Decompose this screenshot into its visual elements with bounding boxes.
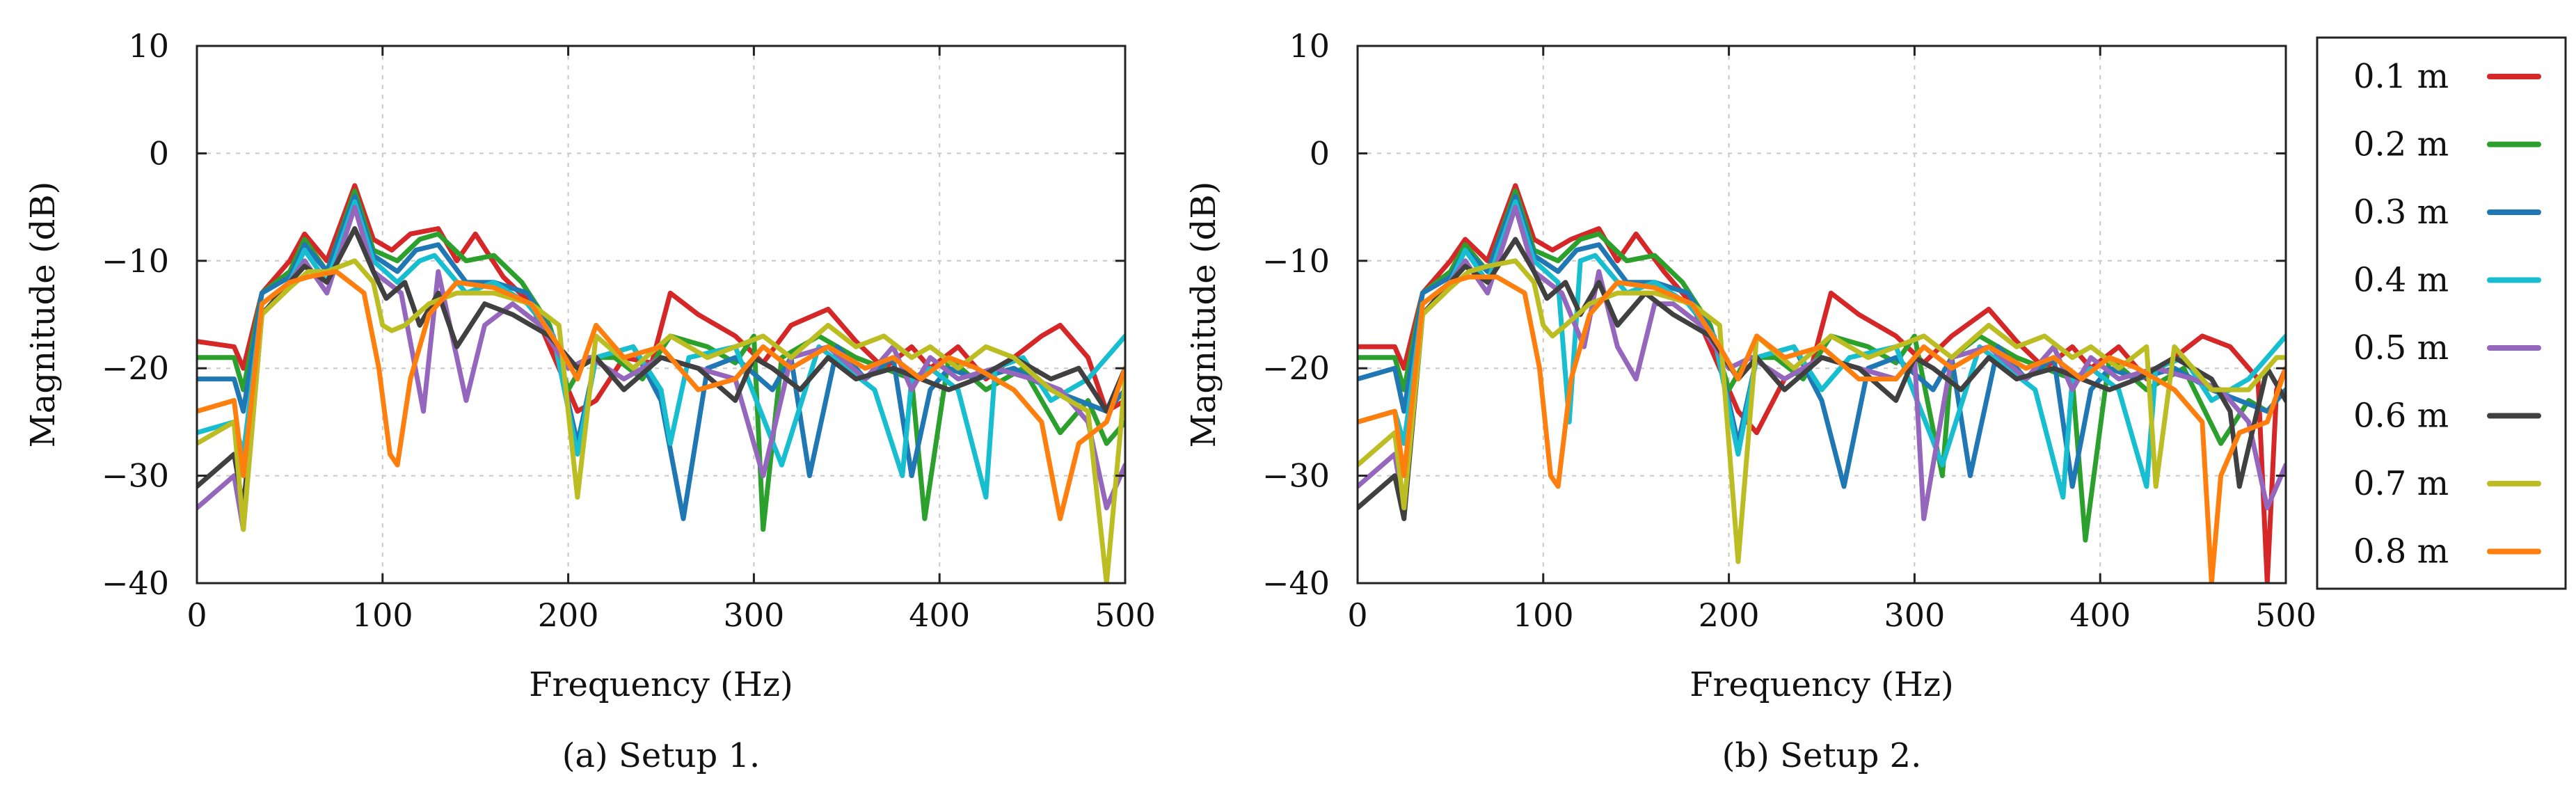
y-tick-label: −20: [1262, 349, 1330, 387]
legend-box: [2316, 36, 2567, 590]
x-tick-label: 0: [186, 596, 207, 634]
y-tick-label: −40: [102, 564, 169, 602]
x-tick-label: 300: [1884, 596, 1945, 634]
y-tick-label: −40: [1262, 564, 1330, 602]
legend-label: 0.1 m: [2353, 57, 2449, 96]
y-tick-label: 0: [149, 134, 169, 172]
y-tick-label: −30: [1262, 457, 1330, 495]
x-tick-label: 100: [1513, 596, 1574, 634]
x-axis-label: Frequency (Hz): [529, 665, 793, 704]
plot-frame: [196, 45, 1127, 585]
legend-label: 0.8 m: [2353, 532, 2449, 571]
y-tick-label: −10: [1262, 242, 1330, 280]
x-tick-label: 500: [2255, 596, 2316, 634]
x-tick-label: 200: [538, 596, 599, 634]
x-tick-label: 500: [1095, 596, 1156, 634]
figure-caption: (a) Setup 1.: [562, 736, 761, 775]
x-tick-label: 200: [1699, 596, 1760, 634]
chart-panel-a: 0 100 200 300 400 500100−10−20−30−40Frequency…: [24, 27, 1156, 775]
series-line-0-7m: [197, 258, 1125, 583]
legend-label: 0.4 m: [2353, 261, 2449, 300]
legend-label: 0.5 m: [2353, 328, 2449, 367]
x-tick-label: 400: [909, 596, 970, 634]
y-tick-label: −20: [102, 349, 169, 387]
y-tick-label: 0: [1310, 134, 1330, 172]
series-line-0-8m: [197, 269, 1125, 521]
y-tick-label: 10: [128, 27, 169, 65]
legend-label: 0.6 m: [2353, 397, 2449, 436]
chart-panel-b: 0 100 200 300 400 500100−10−20−30−40Frequency…: [1184, 27, 2316, 775]
y-axis-label: Magnitude (dB): [24, 182, 63, 448]
series-line-0-8m: [1358, 274, 2286, 583]
x-axis-label: Frequency (Hz): [1689, 665, 1953, 704]
figure-caption: (b) Setup 2.: [1722, 736, 1922, 775]
legend-label: 0.7 m: [2353, 464, 2449, 503]
x-tick-label: 400: [2069, 596, 2131, 634]
x-tick-label: 100: [352, 596, 413, 634]
x-tick-label: 0: [1347, 596, 1367, 634]
series-line-0-7m: [1358, 258, 2286, 564]
legend-label: 0.2 m: [2353, 125, 2449, 164]
series-line-0-6m: [197, 226, 1125, 511]
plot-frame: [1356, 45, 2287, 585]
y-tick-label: −30: [102, 457, 169, 495]
y-axis-label: Magnitude (dB): [1184, 182, 1223, 448]
x-tick-label: 300: [723, 596, 784, 634]
legend-label: 0.3 m: [2353, 193, 2449, 232]
y-tick-label: −10: [102, 242, 169, 280]
legend: 0.1 m 0.2 m 0.3 m 0.4 m 0.5 m 0.6 m 0.7 m 0.8 m: [2316, 36, 2567, 590]
series-group: [1358, 183, 2286, 583]
y-tick-label: 10: [1289, 27, 1330, 65]
series-group: [197, 183, 1125, 583]
